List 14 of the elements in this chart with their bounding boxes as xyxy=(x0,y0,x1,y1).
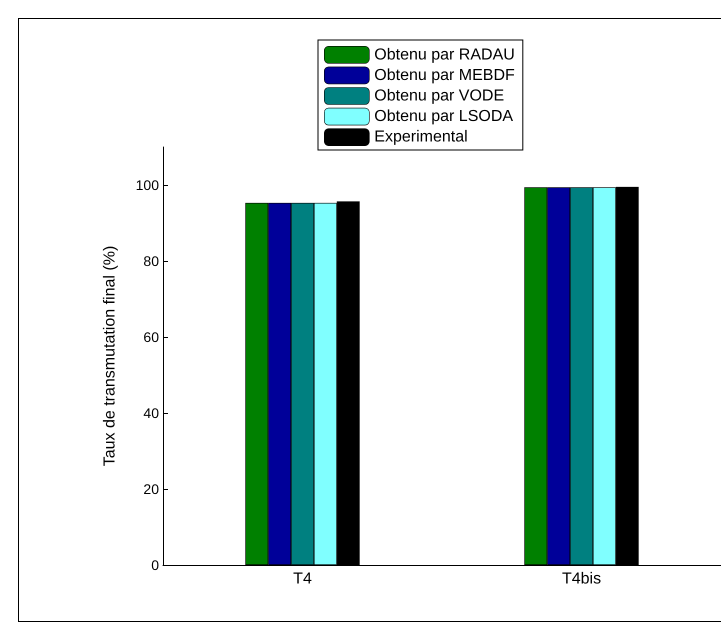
x-tick-label: T4bis xyxy=(562,570,602,588)
y-tick-label: 20 xyxy=(143,481,160,497)
legend-label: Experimental xyxy=(374,128,468,146)
y-tick-label: 100 xyxy=(136,177,160,193)
legend-label: Obtenu par LSODA xyxy=(374,108,514,126)
legend-label: Obtenu par MEBDF xyxy=(374,66,516,84)
y-tick-label: 0 xyxy=(151,557,160,573)
y-tick-label: 60 xyxy=(143,329,160,345)
y-axis-title: Taux de transmutation final (%) xyxy=(102,246,118,466)
legend-label: Obtenu par RADAU xyxy=(374,46,515,64)
y-tick-label: 80 xyxy=(143,253,160,269)
y-tick-label: 40 xyxy=(143,405,160,421)
x-tick-label: T4 xyxy=(293,570,312,588)
legend-label: Obtenu par VODE xyxy=(374,88,504,104)
